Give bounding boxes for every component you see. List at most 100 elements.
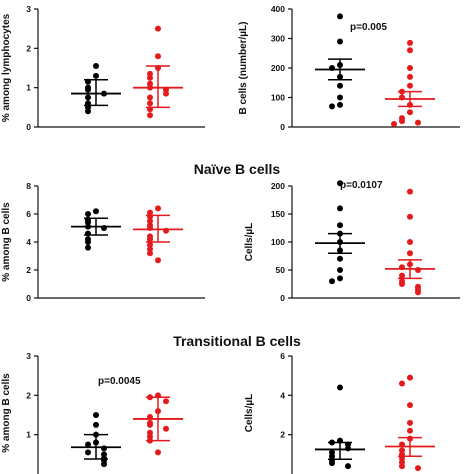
data-point: [163, 90, 169, 97]
data-point: [399, 272, 405, 279]
data-point: [407, 188, 413, 195]
data-point: [147, 236, 153, 243]
data-point: [85, 108, 91, 115]
panel-4: 0 50 100 150 200 Cells/µL p=0.0107: [244, 180, 460, 303]
data-point: [147, 209, 153, 216]
data-point: [147, 250, 153, 257]
data-point: [399, 380, 405, 387]
data-point: [155, 408, 161, 415]
p-value-label: p=0.0107: [340, 180, 383, 191]
data-point: [93, 208, 99, 215]
data-point: [147, 218, 153, 224]
data-point: [407, 109, 413, 116]
series-group-1: [71, 412, 121, 468]
data-point: [85, 223, 91, 230]
data-point: [407, 82, 413, 89]
data-point: [407, 239, 413, 245]
y-tick-label: 0: [26, 293, 31, 303]
data-point: [337, 222, 343, 229]
data-point: [337, 384, 343, 391]
series-group-2: [385, 39, 435, 128]
data-point: [155, 25, 161, 32]
data-point: [337, 180, 343, 187]
data-point: [329, 460, 335, 467]
y-tick-label: 0: [280, 293, 285, 303]
data-point: [85, 211, 91, 217]
data-point: [147, 106, 153, 113]
data-point: [407, 47, 413, 54]
panel-1: 0 1 2 3 % among lymphocytes: [1, 4, 205, 132]
data-point: [337, 73, 343, 80]
data-point: [163, 227, 169, 234]
data-point: [147, 413, 153, 420]
data-point: [415, 119, 421, 126]
data-point: [101, 225, 107, 231]
data-point: [337, 94, 343, 101]
series-group-1: [315, 13, 365, 110]
data-point: [407, 65, 413, 71]
data-point: [101, 90, 107, 97]
data-point: [415, 289, 421, 296]
data-point: [399, 281, 405, 287]
panel-5: 1 2 3 % among B cells p=0.0045: [1, 351, 183, 474]
data-point: [93, 439, 99, 446]
y-tick-label: 2: [26, 390, 31, 400]
data-point: [337, 38, 343, 45]
data-point: [147, 100, 153, 107]
data-point: [399, 88, 405, 95]
p-value-label: p=0.0045: [98, 376, 141, 387]
y-tick-label: 1: [26, 430, 31, 440]
data-point: [407, 73, 413, 80]
data-point: [337, 230, 343, 237]
data-point: [337, 255, 343, 262]
panel-3: 0 2 4 6 8 % among B cells: [1, 181, 205, 303]
data-point: [101, 461, 107, 468]
data-point: [407, 101, 413, 108]
data-point: [407, 402, 413, 409]
y-tick-label: 1: [26, 83, 31, 93]
data-point: [391, 121, 397, 128]
data-point: [147, 241, 153, 248]
series-group-1: [71, 63, 121, 115]
y-tick-label: 4: [26, 237, 31, 247]
data-point: [147, 84, 153, 91]
data-point: [85, 78, 91, 85]
data-point: [329, 103, 335, 110]
y-tick-label: 3: [26, 4, 31, 14]
y-tick-label: 100: [271, 237, 285, 247]
y-tick-label: 0: [280, 122, 285, 132]
data-point: [85, 449, 91, 456]
data-point: [101, 445, 107, 452]
data-point: [155, 257, 161, 264]
series-group-1: [315, 180, 365, 285]
y-tick-label: 0: [26, 122, 31, 132]
data-point: [337, 247, 343, 254]
data-point: [399, 118, 405, 125]
data-point: [155, 205, 161, 212]
y-tick-label: 50: [276, 265, 286, 275]
data-point: [155, 449, 161, 456]
data-point: [85, 86, 91, 93]
y-axis-label: % among B cells: [1, 202, 12, 282]
data-point: [163, 398, 169, 405]
data-point: [345, 463, 351, 470]
y-tick-label: 100: [271, 93, 285, 103]
data-point: [147, 225, 153, 231]
series-group-2: [385, 188, 435, 296]
y-tick-label: 2: [26, 265, 31, 275]
y-tick-label: 200: [271, 181, 285, 191]
data-point: [155, 392, 161, 399]
data-point: [147, 246, 153, 252]
data-point: [407, 39, 413, 46]
data-point: [329, 278, 335, 285]
data-point: [85, 219, 91, 226]
data-point: [93, 63, 99, 70]
data-point: [93, 431, 99, 438]
data-point: [407, 250, 413, 257]
data-point: [407, 374, 413, 381]
data-point: [399, 463, 405, 470]
data-point: [155, 65, 161, 71]
data-point: [147, 421, 153, 428]
data-point: [407, 261, 413, 268]
